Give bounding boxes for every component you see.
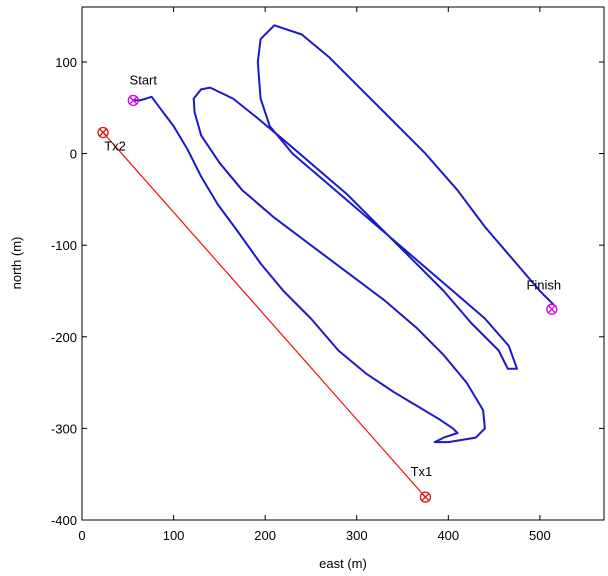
marker-cross: [547, 305, 556, 314]
marker-label-tx2: Tx2: [104, 139, 126, 154]
x-tick-label: 0: [78, 528, 85, 543]
y-tick-label: -300: [51, 421, 77, 436]
marker-label-finish: Finish: [526, 277, 561, 292]
marker-cross: [421, 493, 430, 502]
marker-circle: [127, 94, 139, 107]
marker-cross: [99, 128, 108, 137]
y-tick-label: 100: [55, 55, 77, 70]
marker-label-tx1: Tx1: [411, 464, 433, 479]
marker-finish: Finish: [526, 277, 561, 315]
marker-circle: [97, 126, 109, 139]
marker-label-start: Start: [130, 72, 158, 87]
y-tick-label: -200: [51, 330, 77, 345]
plot-area: [81, 6, 605, 521]
y-tick-label: 0: [70, 147, 77, 162]
y-tick-label: -100: [51, 238, 77, 253]
marker-cross: [129, 96, 138, 105]
y-axis-label: north (m): [9, 237, 24, 290]
trajectory-line: [134, 24, 555, 444]
marker-circle: [546, 303, 558, 315]
x-axis-label: east (m): [319, 556, 367, 571]
x-tick-label: 100: [163, 528, 185, 543]
x-tick-label: 400: [437, 528, 459, 543]
marker-start: Start: [127, 72, 158, 107]
series-group: [102, 24, 555, 498]
axis-ticks: 0 100 200 300 400 500 100 0 -100 -200 -300 -400: [51, 7, 604, 543]
marker-tx2: Tx2: [97, 126, 126, 154]
markers-group: Start Finish Tx2 Tx1: [97, 72, 561, 503]
y-tick-label: -400: [51, 513, 77, 528]
x-tick-label: 300: [346, 528, 368, 543]
tx-link-line: [102, 131, 426, 498]
x-tick-label: 500: [529, 528, 551, 543]
marker-tx1: Tx1: [411, 464, 433, 503]
marker-circle: [419, 491, 432, 503]
x-tick-label: 200: [254, 528, 276, 543]
